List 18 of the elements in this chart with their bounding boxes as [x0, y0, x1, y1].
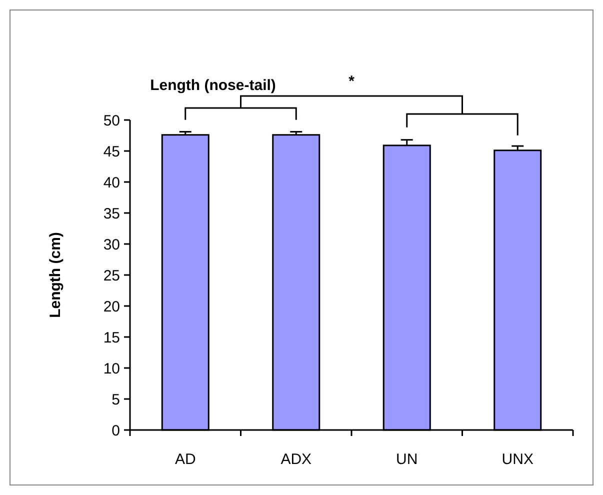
y-tick-label: 30: [103, 236, 120, 254]
y-tick-label: 10: [103, 360, 120, 378]
y-tick-label: 5: [112, 391, 120, 408]
y-tick-label: 40: [103, 174, 120, 192]
x-tick-label: ADX: [280, 451, 312, 468]
y-axis-title: Length (cm): [47, 232, 64, 318]
y-tick-label: 50: [103, 112, 120, 130]
y-tick-label: 0: [112, 422, 120, 440]
y-tick-label: 15: [103, 329, 120, 346]
x-tick-label: AD: [174, 451, 196, 468]
y-tick-label: 35: [103, 205, 120, 222]
x-tick-label: UNX: [502, 451, 534, 468]
y-tick-label: 45: [103, 143, 120, 160]
text: *: [348, 73, 355, 90]
y-tick-label: 25: [103, 267, 120, 284]
y-tick-label: 20: [103, 298, 120, 316]
chart-title: Length (nose-tail): [150, 77, 276, 94]
x-tick-label: UN: [396, 451, 418, 468]
